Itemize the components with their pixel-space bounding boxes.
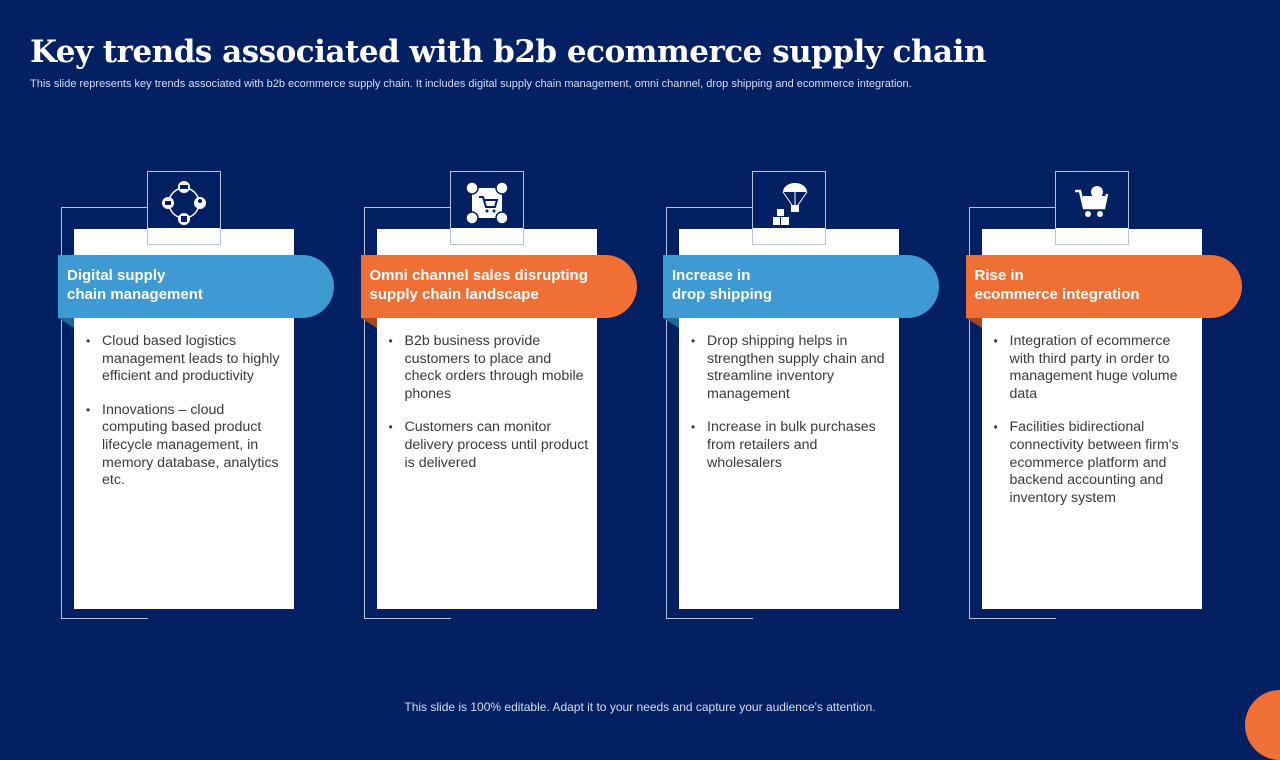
supply-chain-cycle-icon	[159, 178, 209, 233]
bullet-item: Facilities bidirectional connectivity be…	[994, 419, 1194, 507]
bullet-item: Cloud based logistics management leads t…	[86, 333, 286, 386]
card-heading: Omni channel sales disrupting supply chai…	[360, 255, 637, 318]
icon-box	[147, 171, 221, 245]
bullet-list: B2b business provide customers to place …	[389, 333, 589, 488]
heading-line-1: Digital supply	[67, 267, 166, 284]
icon-box	[449, 171, 524, 245]
heading-line-1: Increase in	[672, 267, 751, 284]
bullet-item: Customers can monitor delivery process u…	[389, 419, 589, 472]
bullet-item: Integration of ecommerce with third part…	[994, 333, 1194, 403]
heading-line-2: drop shipping	[672, 286, 772, 303]
trend-card-3: Increase in drop shipping Drop shipping h…	[663, 0, 963, 720]
trend-card-2: Omni channel sales disrupting supply chai…	[360, 0, 661, 720]
card-heading: Rise in ecommerce integration	[965, 255, 1242, 318]
banner-fold	[58, 318, 74, 328]
parachute-boxes-icon	[764, 178, 814, 233]
heading-line-1: Omni channel sales disrupting	[369, 267, 588, 284]
heading-line-2: chain management	[67, 286, 203, 303]
heading-line-1: Rise in	[974, 267, 1024, 284]
icon-box	[752, 171, 826, 245]
omni-channel-cart-icon	[462, 178, 512, 233]
bullet-item: B2b business provide customers to place …	[389, 333, 589, 403]
card-outline-bottom	[61, 618, 105, 619]
card-outline-bottom	[666, 618, 710, 619]
card-heading: Digital supply chain management	[58, 255, 334, 318]
bullet-list: Drop shipping helps in strengthen supply…	[691, 333, 891, 488]
heading-line-2: supply chain landscape	[369, 286, 539, 303]
card-outline-bottom	[968, 618, 1013, 619]
trend-card-4: Rise in ecommerce integration Integration…	[965, 0, 1266, 720]
card-outline-bottom	[363, 618, 408, 619]
banner-fold	[663, 318, 679, 328]
bullet-list: Cloud based logistics management leads t…	[86, 333, 286, 506]
heading-line-2: ecommerce integration	[974, 286, 1140, 303]
page-subtitle: This slide represents key trends associa…	[30, 78, 912, 90]
trend-card-1: Digital supply chain management Cloud bas…	[58, 0, 358, 720]
banner-fold	[965, 318, 982, 328]
bullet-item: Increase in bulk purchases from retailer…	[691, 419, 891, 472]
bullet-item: Drop shipping helps in strengthen supply…	[691, 333, 891, 403]
bullet-item: Innovations – cloud computing based prod…	[86, 402, 286, 490]
bullet-list: Integration of ecommerce with third part…	[994, 333, 1194, 523]
banner-fold	[360, 318, 377, 328]
icon-box	[1054, 171, 1129, 245]
cart-gear-icon	[1067, 178, 1117, 233]
footer-note: This slide is 100% editable. Adapt it to…	[404, 700, 876, 714]
card-heading: Increase in drop shipping	[663, 255, 939, 318]
page-title: Key trends associated with b2b ecommerce…	[30, 34, 986, 70]
